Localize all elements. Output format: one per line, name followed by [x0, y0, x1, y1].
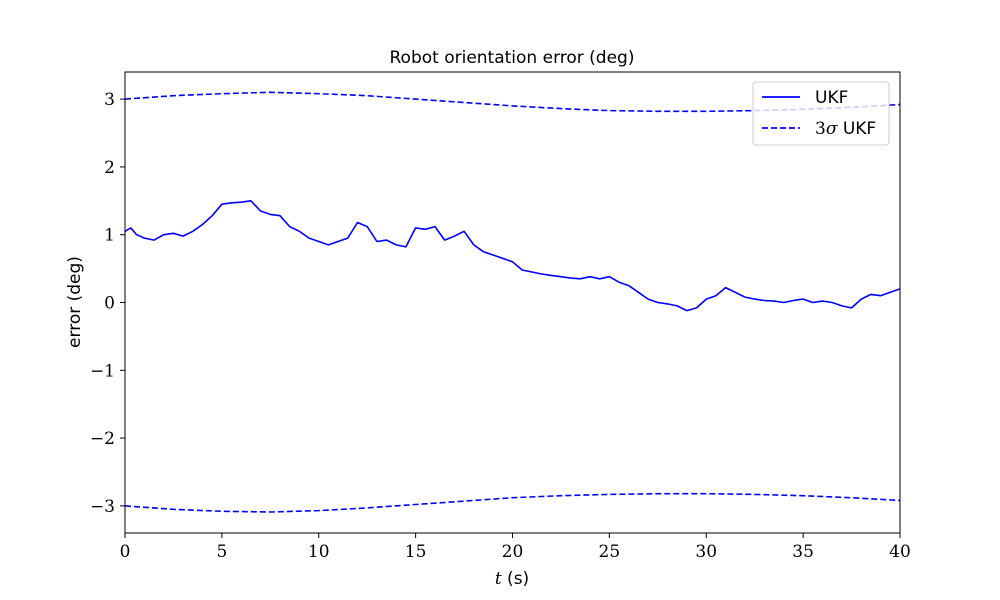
series-3sigma-lower-line: [124, 492, 901, 513]
legend-label-ukf: UKF: [815, 88, 848, 108]
x-axis-label: t (s): [495, 569, 529, 589]
x-tick-label: 25: [599, 542, 621, 562]
series-ukf-line: [124, 200, 901, 312]
y-tick-label: −3: [90, 497, 115, 517]
y-tick-label: 0: [104, 294, 115, 314]
y-axis-label: error (deg): [65, 256, 85, 348]
x-tick-label: 0: [120, 542, 131, 562]
y-tick-label: 1: [104, 226, 115, 246]
y-tick-label: −1: [90, 361, 115, 381]
y-tick-label: −2: [90, 429, 115, 449]
series-3sigma-upper-line: [124, 91, 901, 113]
x-tick-label: 35: [792, 542, 814, 562]
x-tick-label: 5: [216, 542, 227, 562]
legend-label-3sigma: 3σ UKF: [815, 119, 876, 139]
x-tick-label: 30: [695, 542, 717, 562]
y-tick-label: 3: [104, 90, 115, 110]
legend: UKF 3σ UKF: [752, 81, 890, 146]
x-tick-label: 15: [405, 542, 427, 562]
plot-frame: [124, 71, 901, 534]
x-tick-label: 10: [308, 542, 330, 562]
x-tick-label: 20: [502, 542, 524, 562]
chart-title: Robot orientation error (deg): [390, 48, 635, 68]
x-axis-ticks: 0 5 10 15 20 25 30 35 40: [120, 533, 911, 562]
y-tick-label: 2: [104, 158, 115, 178]
y-axis-ticks: −3 −2 −1 0 1 2 3: [90, 90, 125, 517]
plot-area: [124, 91, 901, 513]
x-tick-label: 40: [889, 542, 911, 562]
